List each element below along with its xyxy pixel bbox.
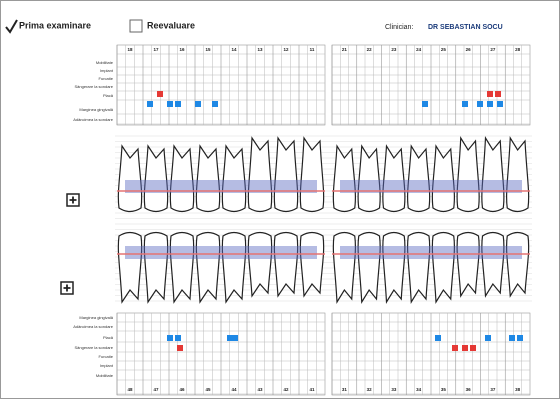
reevaluation-label[interactable]: Reevaluare [147,20,195,30]
tooth-number: 33 [391,387,397,392]
plaque-marker [517,335,523,341]
row-label: Sângerare la sondare [75,84,114,89]
tooth-number: 26 [466,47,472,52]
tooth-number: 17 [153,47,159,52]
row-label: Mobilitate [96,373,114,378]
plaque-marker [435,335,441,341]
tooth-number: 32 [367,387,373,392]
tooth-number: 45 [205,387,211,392]
tooth-number: 34 [416,387,422,392]
row-label: Furcatie [99,76,114,81]
plaque-marker [147,101,153,107]
plaque-marker [485,335,491,341]
probing-band [340,246,522,259]
tooth-number: 46 [179,387,185,392]
tooth-number: 38 [515,387,521,392]
row-label: Placă [103,335,114,340]
bleeding-marker [452,345,458,351]
tooth-number: 25 [441,47,447,52]
tooth-number: 35 [441,387,447,392]
perio-chart: Prima examinare Reevaluare Clinician: DR… [0,0,560,399]
tooth-number: 23 [391,47,397,52]
expand-button[interactable] [61,282,73,294]
row-label: Mobilitate [96,60,114,65]
row-label: Marginea gingivală [79,315,113,320]
row-label: Placă [103,93,114,98]
row-label: Adâncimea la sondare [73,117,114,122]
bleeding-marker [495,91,501,97]
probing-band [125,246,317,259]
tooth-number: 24 [416,47,422,52]
plaque-marker [477,101,483,107]
bleeding-marker [177,345,183,351]
plaque-marker [167,335,173,341]
row-label: Implant [100,68,114,73]
row-label: Furcatie [99,354,114,359]
tooth-number: 41 [309,387,315,392]
tooth-number: 13 [257,47,263,52]
tooth-number: 44 [231,387,237,392]
row-label: Marginea gingivală [79,107,113,112]
tooth [248,138,271,212]
plaque-marker [212,101,218,107]
tooth [507,138,529,212]
tooth-number: 43 [257,387,263,392]
tooth-number: 21 [342,47,348,52]
tooth-number: 18 [127,47,133,52]
clinician-name: DR SEBASTIAN SOCU [428,24,503,31]
plaque-marker [175,335,181,341]
tooth [457,138,479,212]
plaque-marker [422,101,428,107]
tooth-number: 42 [283,387,289,392]
tooth-number: 12 [283,47,289,52]
tooth-number: 15 [205,47,211,52]
tooth-number: 16 [179,47,185,52]
tooth-number: 48 [127,387,133,392]
tooth [274,138,297,212]
tooth [482,138,504,212]
tooth-number: 11 [310,47,315,52]
checkbox-unchecked[interactable] [130,20,142,32]
bleeding-marker [462,345,468,351]
first-exam-label[interactable]: Prima examinare [19,20,91,30]
tooth-number: 31 [342,387,348,392]
row-label: Implant [100,363,114,368]
plaque-marker [462,101,468,107]
plaque-marker [167,101,173,107]
plaque-marker [497,101,503,107]
plaque-marker [195,101,201,107]
plaque-marker [487,101,493,107]
row-label: Sângerare la sondare [75,345,114,350]
plaque-marker [175,101,181,107]
tooth-number: 27 [490,47,496,52]
tooth-number: 37 [490,387,496,392]
tooth-number: 28 [515,47,521,52]
bleeding-marker [487,91,493,97]
tooth [300,138,323,212]
expand-button[interactable] [67,194,79,206]
plaque-marker [509,335,515,341]
clinician-label: Clinician: [385,24,413,31]
tooth-number: 22 [367,47,373,52]
bleeding-marker [470,345,476,351]
tooth-number: 14 [231,47,237,52]
row-label: Adâncimea la sondare [73,324,114,329]
plaque-marker [232,335,238,341]
bleeding-marker [157,91,163,97]
tooth-number: 36 [466,387,472,392]
tooth-number: 47 [153,387,159,392]
